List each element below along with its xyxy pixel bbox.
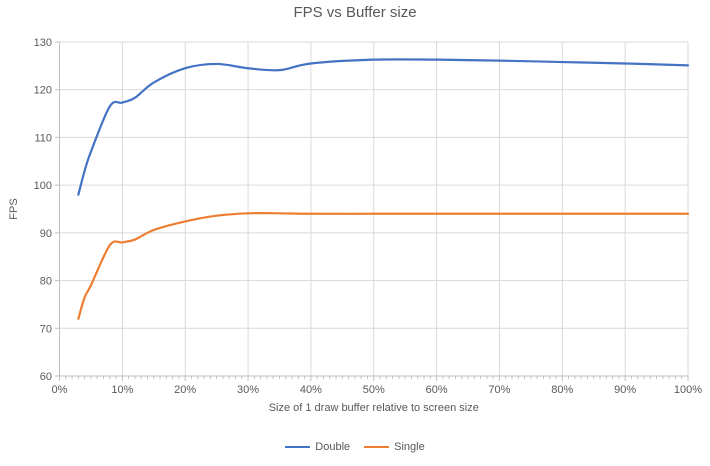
series-line-single <box>77 211 690 320</box>
y-tick-label: 110 <box>34 132 52 144</box>
legend-item-single[interactable]: Single <box>364 441 425 453</box>
single-series-line-swatch <box>364 446 390 448</box>
legend-item-double[interactable]: Double <box>285 441 350 453</box>
y-axis-title: FPS <box>8 198 20 219</box>
x-tick-label: 70% <box>488 384 510 396</box>
x-axis-title: Size of 1 draw buffer relative to screen… <box>269 402 479 414</box>
x-tick-label: 20% <box>174 384 196 396</box>
x-tick-label: 80% <box>551 384 573 396</box>
x-tick-label: 30% <box>237 384 259 396</box>
x-tick-label: 100% <box>674 384 702 396</box>
chart-title: FPS vs Buffer size <box>293 4 417 21</box>
y-tick-label: 100 <box>34 180 52 192</box>
x-tick-label: 40% <box>300 384 322 396</box>
y-tick-label: 70 <box>40 323 52 335</box>
x-tick-label: 90% <box>614 384 636 396</box>
plot-area: 0% 10% 20% 30% 40% 50% 60% 70% 80% 90% 100% 60 70 80 9… <box>8 37 702 414</box>
legend-label-double: Double <box>315 441 351 453</box>
legend: Double Single <box>0 441 710 453</box>
x-tick-label: 60% <box>426 384 448 396</box>
y-tick-label: 90 <box>40 228 52 240</box>
series-line-double <box>77 58 690 196</box>
x-tick-label: 0% <box>52 384 68 396</box>
y-tick-label: 130 <box>34 37 52 49</box>
double-series-line-swatch <box>285 446 311 448</box>
y-tick-label: 80 <box>40 276 52 288</box>
legend-label-single: Single <box>394 441 425 453</box>
x-tick-label: 10% <box>111 384 133 396</box>
y-tick-label: 120 <box>34 85 52 97</box>
x-tick-label: 50% <box>363 384 385 396</box>
y-tick-label: 60 <box>40 371 52 383</box>
